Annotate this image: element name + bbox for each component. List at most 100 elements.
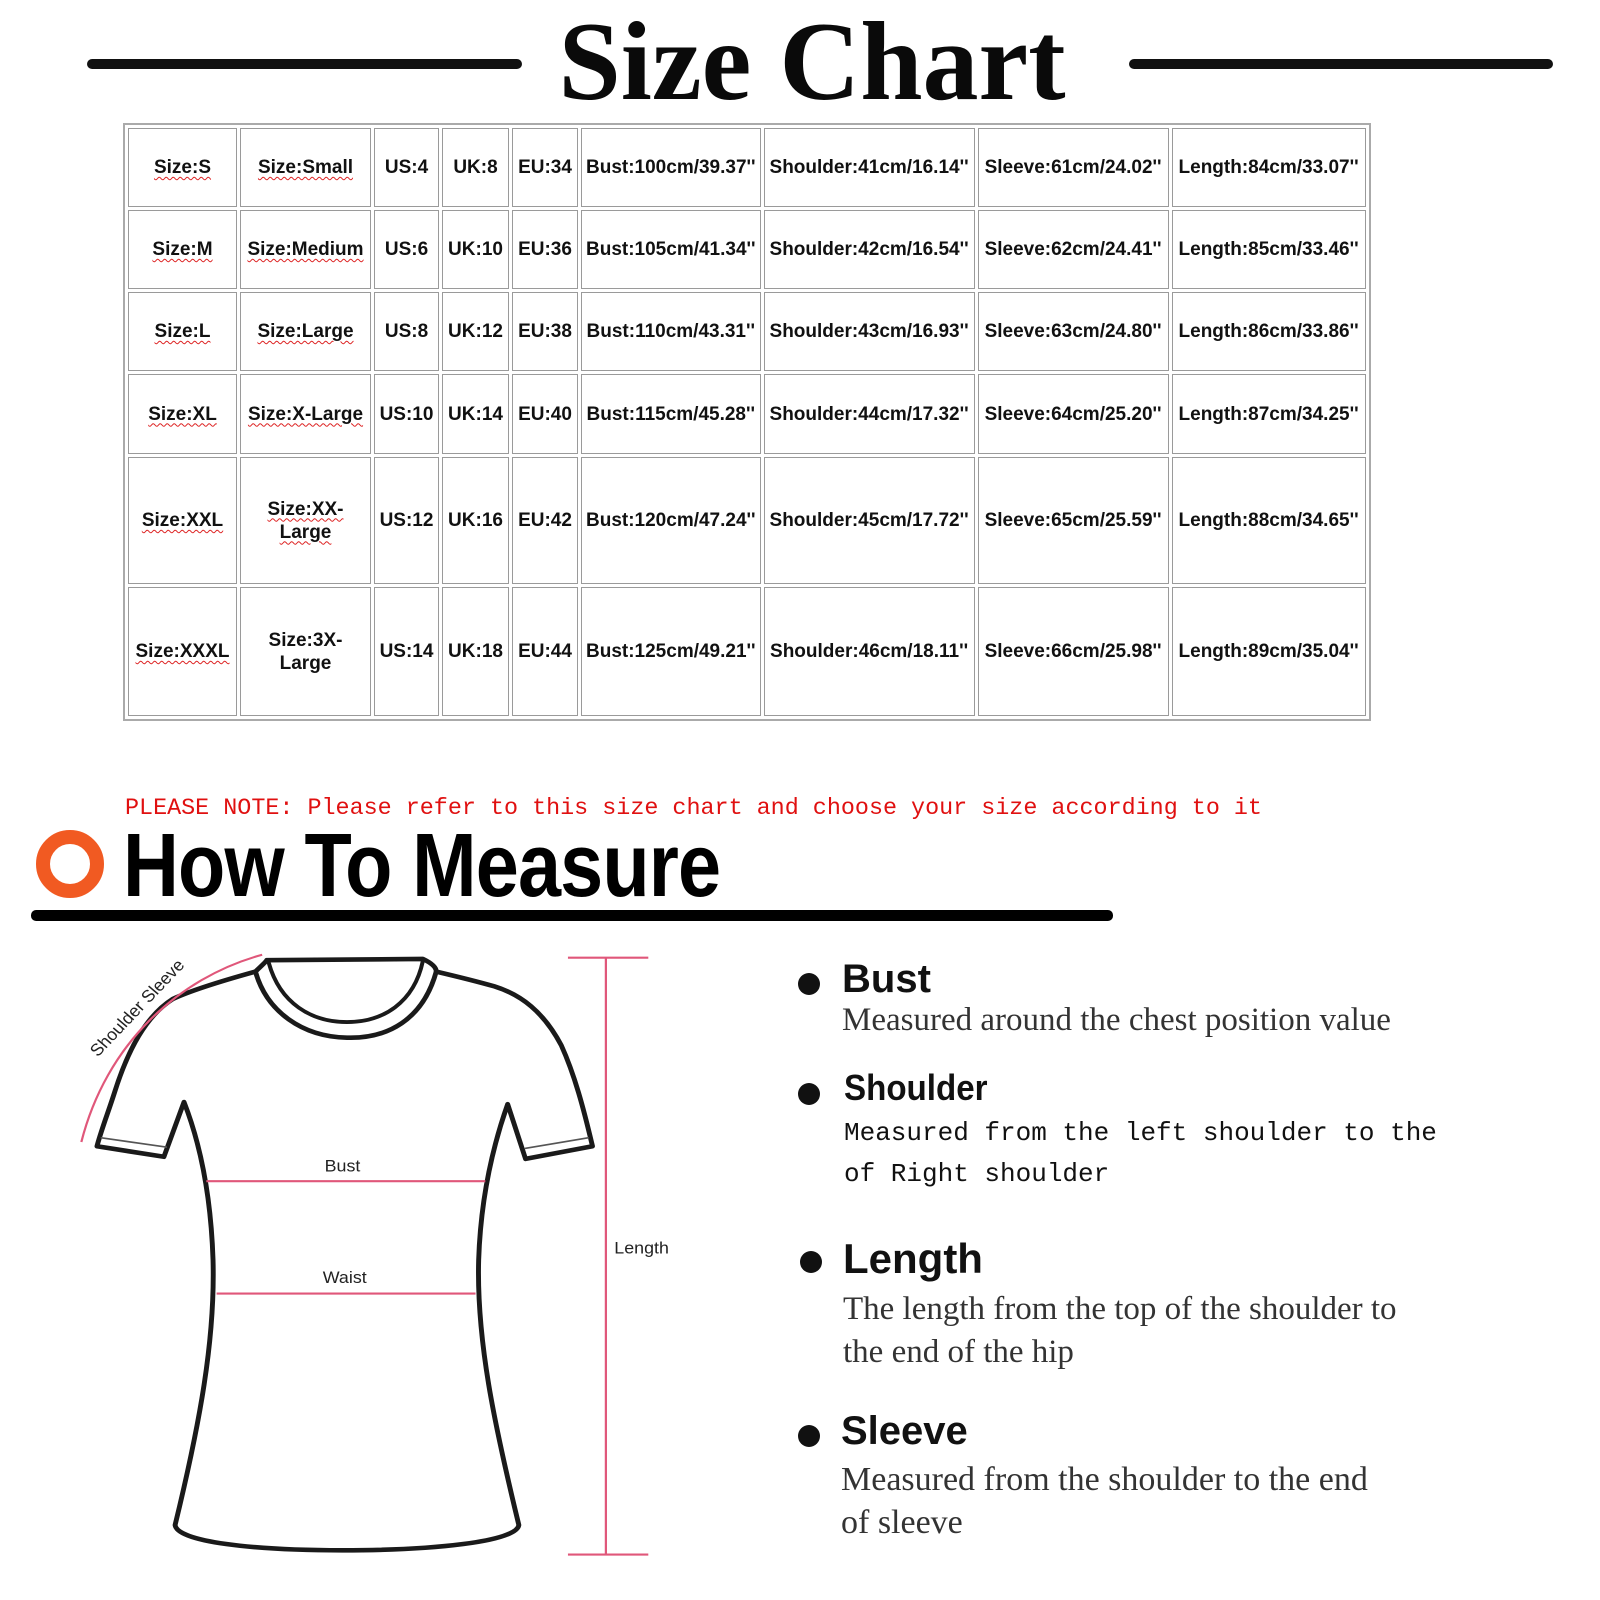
size-code-value: Size:L (154, 321, 211, 342)
cell-size-code: Size:M (128, 210, 237, 289)
size-name-value: Size:X-Large (247, 403, 364, 425)
tshirt-diagram: Bust Waist Length Shoulder Sleeve (80, 953, 669, 1556)
size-name-value: Size:Medium (247, 239, 364, 260)
uk-size-value: UK:16 (448, 510, 503, 531)
measure-sleeve-title: Sleeve (841, 1409, 968, 1453)
sleeve-value: Sleeve:61cm/24.02'' (984, 157, 1162, 178)
sleeve-value: Sleeve:63cm/24.80'' (984, 321, 1162, 342)
us-size-value: US:10 (379, 403, 434, 425)
length-value: Length:86cm/33.86'' (1178, 321, 1359, 342)
size-name-value: Size:Small (257, 157, 354, 178)
cell-shoulder: Shoulder:42cm/16.54'' (763, 210, 975, 289)
cell-uk-size: UK:16 (442, 457, 509, 584)
cell-bust: Bust:100cm/39.37'' (581, 128, 761, 207)
uk-size-value: UK:12 (448, 321, 503, 342)
cell-bust: Bust:105cm/41.34'' (581, 210, 761, 289)
cell-uk-size: UK:8 (442, 128, 509, 207)
cell-size-name: Size:Medium (240, 210, 371, 289)
bust-label: Bust (325, 1156, 361, 1175)
cell-bust: Bust:120cm/47.24'' (581, 457, 761, 584)
measure-length-desc-2: the end of the hip (843, 1334, 1074, 1370)
collar-outer (252, 956, 439, 1040)
size-code-value: Size:XXXL (135, 641, 230, 662)
measure-length-desc-1: The length from the top of the shoulder … (843, 1291, 1397, 1327)
cell-length: Length:84cm/33.07'' (1171, 128, 1366, 207)
measure-bust-title: Bust (842, 957, 931, 1001)
bullet-icon (798, 1083, 820, 1105)
us-size-value: US:12 (379, 510, 434, 531)
cell-size-code: Size:S (128, 128, 237, 207)
size-name-value: Size:3X-Large (268, 629, 343, 674)
cell-eu-size: EU:38 (512, 292, 578, 371)
measure-sleeve-desc-1: Measured from the shoulder to the end (841, 1461, 1368, 1498)
eu-size-value: EU:40 (518, 403, 572, 425)
cell-sleeve: Sleeve:65cm/25.59'' (977, 457, 1169, 584)
bust-value: Bust:125cm/49.21'' (586, 641, 756, 662)
cell-us-size: US:10 (374, 374, 439, 454)
cell-size-name: Size:3X-Large (240, 587, 371, 716)
cell-size-code: Size:L (128, 292, 237, 371)
cell-length: Length:85cm/33.46'' (1171, 210, 1366, 289)
bust-value: Bust:120cm/47.24'' (586, 510, 756, 531)
bullet-icon (800, 1251, 822, 1273)
bust-value: Bust:115cm/45.28'' (586, 403, 756, 425)
eu-size-value: EU:38 (518, 321, 572, 342)
eu-size-value: EU:44 (518, 641, 572, 662)
us-size-value: US:8 (384, 321, 429, 342)
length-label: Length (614, 1238, 669, 1257)
sleeve-value: Sleeve:65cm/25.59'' (984, 510, 1162, 531)
cell-uk-size: UK:12 (442, 292, 509, 371)
shoulder-value: Shoulder:43cm/16.93'' (769, 321, 969, 342)
tshirt-outline (94, 969, 595, 1553)
cell-shoulder: Shoulder:43cm/16.93'' (763, 292, 975, 371)
measure-shoulder-title: Shoulder (844, 1067, 988, 1108)
size-name-value: Size:Large (257, 321, 354, 342)
cell-sleeve: Sleeve:62cm/24.41'' (977, 210, 1169, 289)
cell-eu-size: EU:34 (512, 128, 578, 207)
section-title: How To Measure (123, 816, 721, 916)
cell-uk-size: UK:10 (442, 210, 509, 289)
cell-length: Length:89cm/35.04'' (1171, 587, 1366, 716)
eu-size-value: EU:34 (518, 157, 572, 178)
cell-uk-size: UK:14 (442, 374, 509, 454)
cell-us-size: US:6 (374, 210, 439, 289)
table-row: Size:XXL Size:XX-Large US:12 UK:16 EU:42 Bust… (128, 457, 1366, 584)
us-size-value: US:4 (384, 157, 429, 178)
eu-size-value: EU:42 (518, 510, 572, 531)
title-rule-right (1129, 59, 1553, 69)
measure-shoulder-desc-1: Measured from the left shoulder to the (844, 1118, 1437, 1148)
cell-us-size: US:8 (374, 292, 439, 371)
cell-shoulder: Shoulder:45cm/17.72'' (763, 457, 975, 584)
cell-eu-size: EU:36 (512, 210, 578, 289)
cell-shoulder: Shoulder:44cm/17.32'' (763, 374, 975, 454)
uk-size-value: UK:8 (453, 157, 498, 178)
cell-size-code: Size:XXL (128, 457, 237, 584)
cell-size-name: Size:X-Large (240, 374, 371, 454)
cell-size-name: Size:Small (240, 128, 371, 207)
us-size-value: US:14 (379, 641, 434, 662)
cell-sleeve: Sleeve:66cm/25.98'' (977, 587, 1169, 716)
shoulder-value: Shoulder:41cm/16.14'' (769, 157, 969, 178)
shoulder-value: Shoulder:46cm/18.11'' (770, 641, 969, 662)
size-code-value: Size:XXL (141, 510, 224, 531)
eu-size-value: EU:36 (518, 239, 572, 260)
shoulder-value: Shoulder:45cm/17.72'' (769, 510, 969, 531)
sleeve-value: Sleeve:66cm/25.98'' (984, 641, 1162, 662)
sleeve-value: Sleeve:64cm/25.20'' (984, 403, 1162, 425)
size-code-value: Size:M (152, 239, 213, 260)
cell-size-code: Size:XL (128, 374, 237, 454)
table-row: Size:M Size:Medium US:6 UK:10 EU:36 Bust:105c… (128, 210, 1366, 289)
shoulder-value: Shoulder:42cm/16.54'' (769, 239, 969, 260)
title-rule-left (87, 59, 522, 69)
shoulder-sleeve-line (80, 953, 263, 1143)
size-code-value: Size:XL (148, 403, 217, 425)
cell-sleeve: Sleeve:63cm/24.80'' (977, 292, 1169, 371)
shoulder-value: Shoulder:44cm/17.32'' (769, 403, 969, 425)
cell-us-size: US:4 (374, 128, 439, 207)
size-name-value: Size:XX-Large (267, 498, 344, 543)
sleeve-value: Sleeve:62cm/24.41'' (984, 239, 1162, 260)
bullet-icon (798, 1425, 820, 1447)
waist-label: Waist (323, 1268, 367, 1287)
cell-length: Length:88cm/34.65'' (1171, 457, 1366, 584)
bust-value: Bust:100cm/39.37'' (586, 157, 756, 178)
